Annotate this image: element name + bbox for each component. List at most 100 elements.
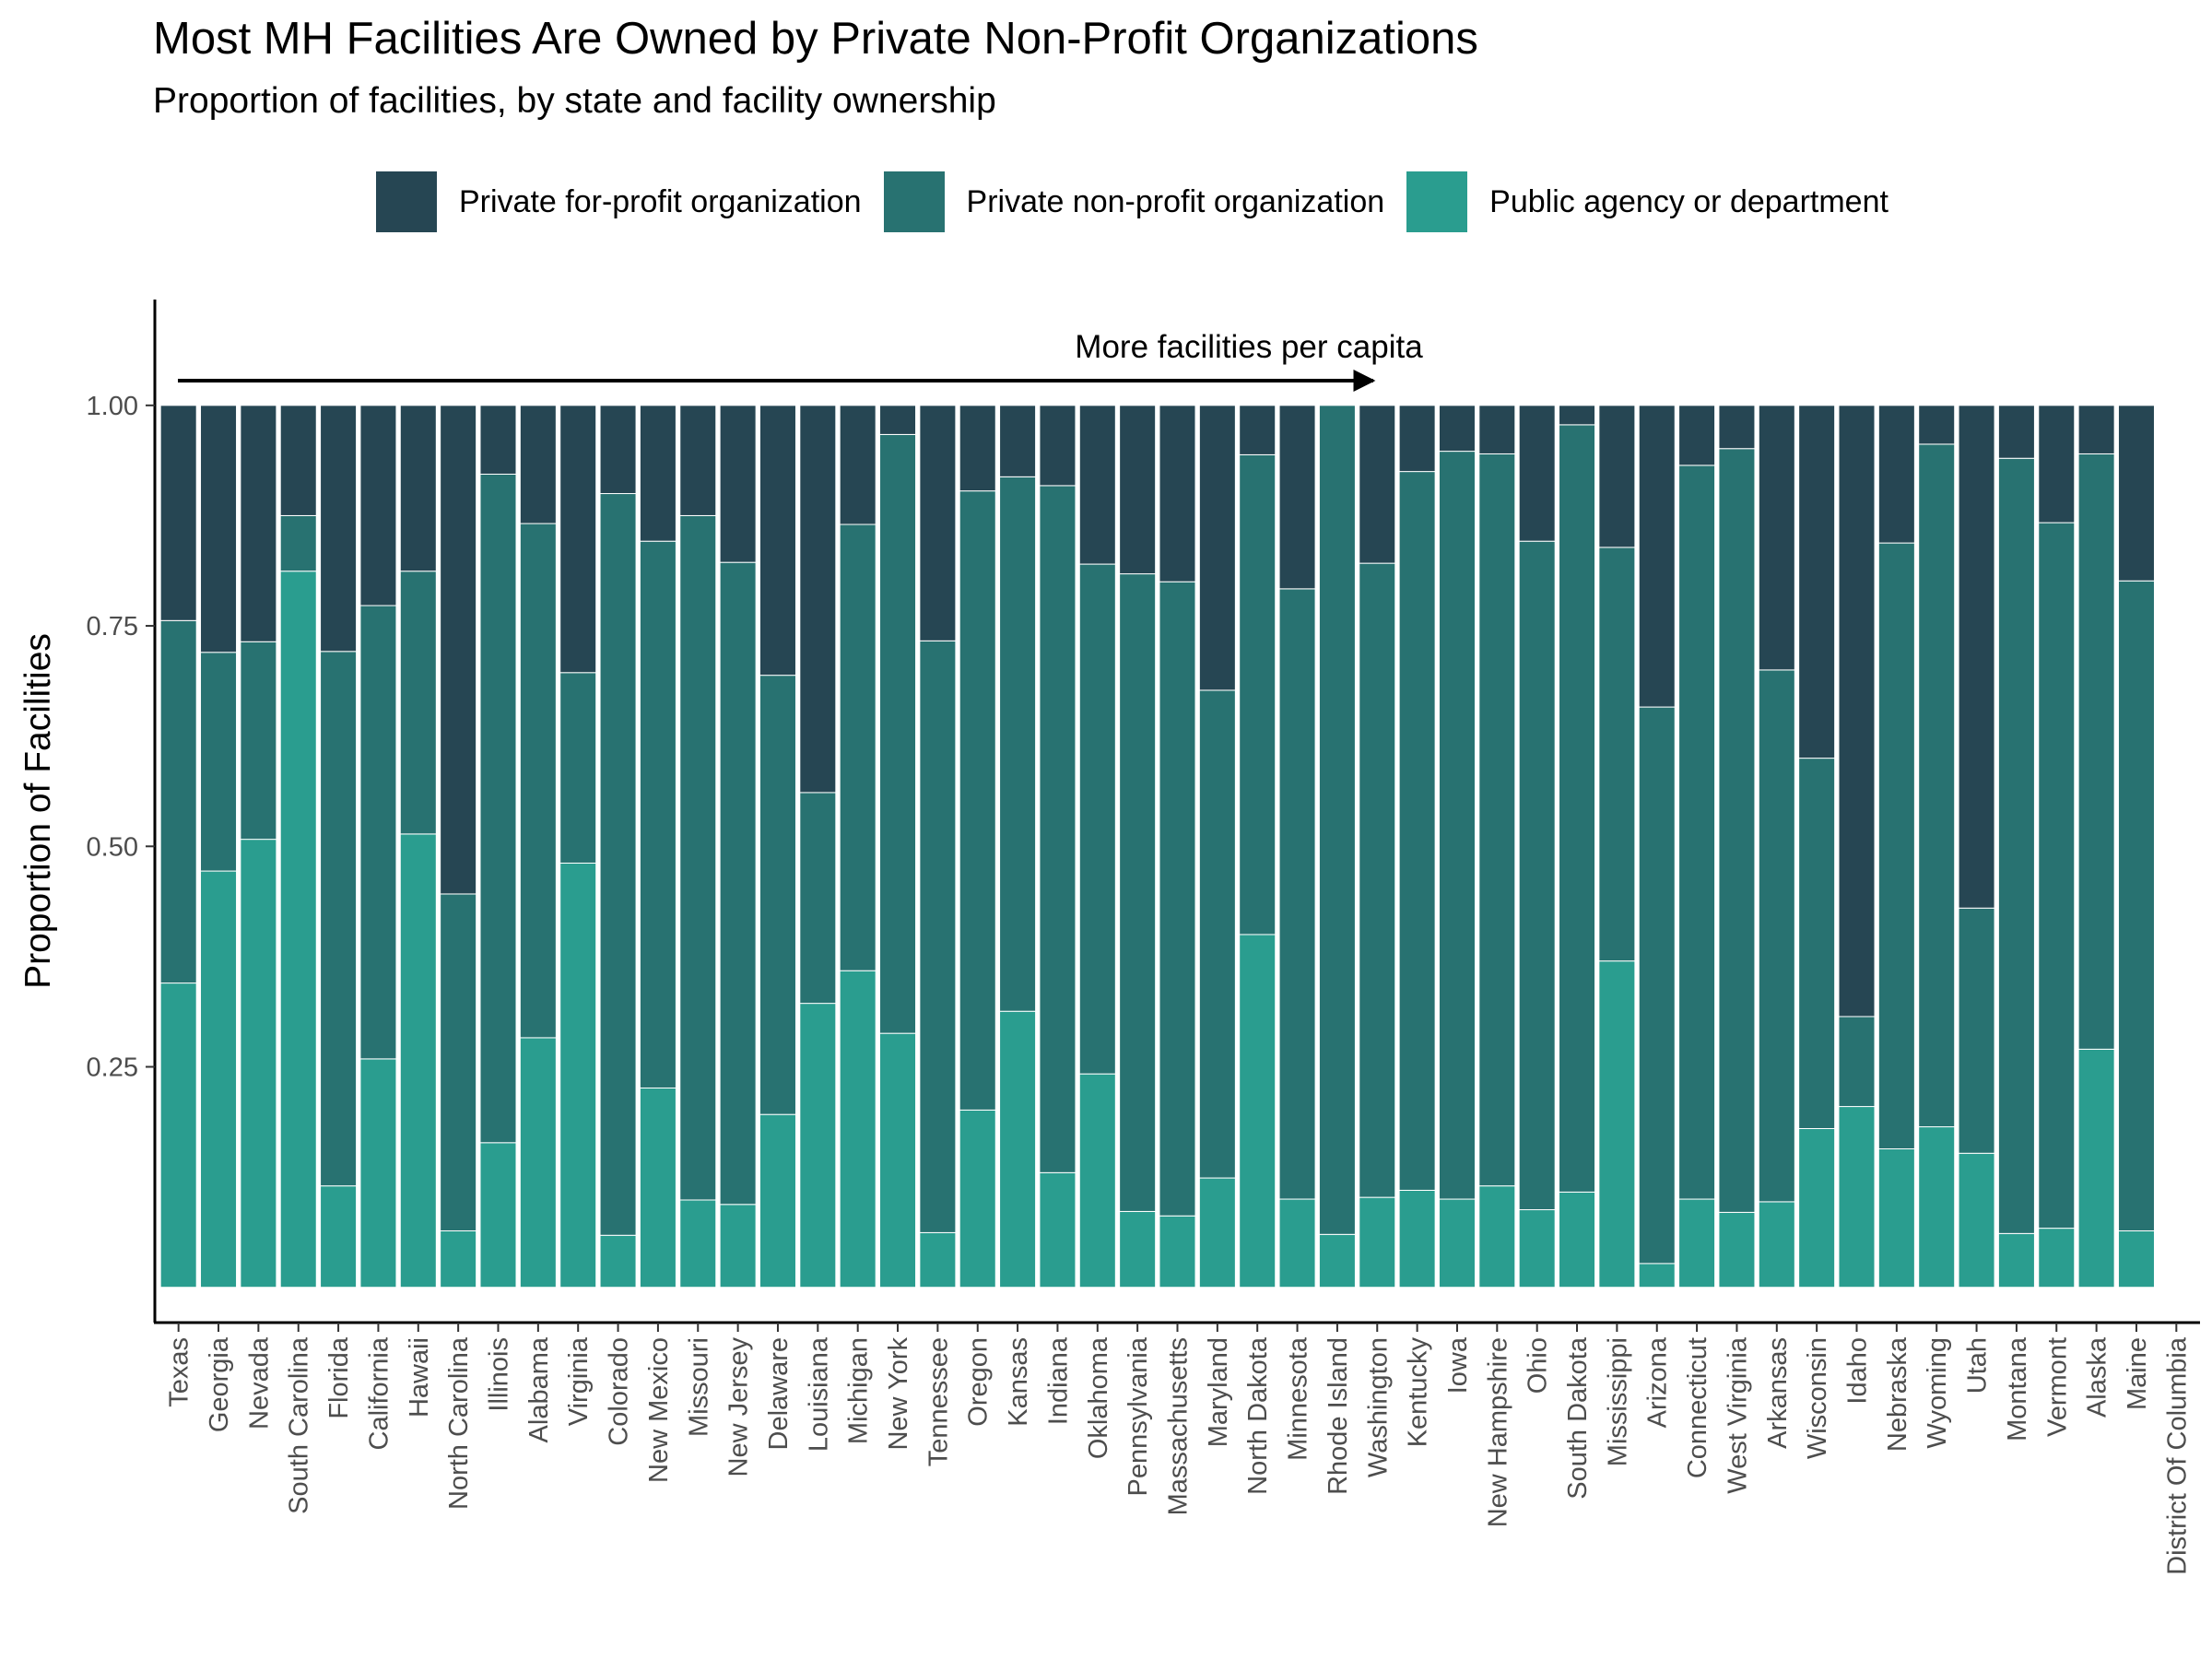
bar-segment-colorado-public-agency-or-department	[599, 1234, 637, 1288]
legend: Private for-profit organization Private …	[376, 171, 1911, 232]
bar-segment-washington-public-agency-or-department	[1359, 1196, 1396, 1288]
bar-segment-michigan-public-agency-or-department	[839, 970, 877, 1288]
bar-segment-indiana-private-for-profit-organization	[1039, 405, 1077, 487]
bar-segment-maine-public-agency-or-department	[2117, 1230, 2155, 1288]
bar-segment-arizona-private-for-profit-organization	[1638, 405, 1676, 708]
x-tick-label-oregon: Oregon	[964, 1337, 994, 1427]
bar-segment-minnesota-private-non-profit-organization	[1278, 588, 1316, 1200]
x-tick-label-connecticut: Connecticut	[1683, 1337, 1712, 1478]
bar-segment-north-dakota-private-non-profit-organization	[1239, 453, 1277, 935]
x-tick-label-indiana: Indiana	[1043, 1336, 1073, 1425]
bar-segment-vermont-private-for-profit-organization	[2038, 405, 2076, 524]
bar-segment-virginia-private-for-profit-organization	[559, 405, 597, 674]
bar-segment-south-dakota-public-agency-or-department	[1559, 1191, 1596, 1288]
bar-segment-colorado-private-for-profit-organization	[599, 405, 637, 495]
bar-segment-washington-private-non-profit-organization	[1359, 562, 1396, 1198]
bar-segment-alaska-private-for-profit-organization	[2077, 405, 2115, 454]
bar-segment-kansas-private-non-profit-organization	[999, 476, 1037, 1012]
bar-segment-idaho-private-for-profit-organization	[1838, 405, 1876, 1018]
bar-segment-delaware-public-agency-or-department	[759, 1113, 796, 1288]
x-tick-label-alaska: Alaska	[2083, 1336, 2112, 1418]
bar-segment-utah-private-non-profit-organization	[1958, 907, 1995, 1154]
bar-segment-ohio-public-agency-or-department	[1518, 1209, 1556, 1288]
bar-segment-delaware-private-for-profit-organization	[759, 405, 796, 677]
bar-segment-alabama-public-agency-or-department	[519, 1037, 557, 1288]
bar-segment-kentucky-public-agency-or-department	[1398, 1189, 1436, 1288]
bar-segment-mississippi-private-for-profit-organization	[1598, 405, 1636, 548]
bar-segment-kentucky-private-for-profit-organization	[1398, 405, 1436, 473]
bar-segment-mississippi-private-non-profit-organization	[1598, 547, 1636, 962]
bar-segment-indiana-private-non-profit-organization	[1039, 485, 1077, 1173]
bar-segment-florida-public-agency-or-department	[320, 1185, 358, 1288]
bar-segment-virginia-private-non-profit-organization	[559, 672, 597, 864]
x-tick-label-south-carolina: South Carolina	[285, 1336, 314, 1514]
y-tick-label: 0.25	[87, 1053, 138, 1083]
bar-segment-hawaii-private-non-profit-organization	[399, 571, 437, 835]
bar-segment-georgia-public-agency-or-department	[200, 870, 238, 1288]
x-tick-label-west-virginia: West Virginia	[1723, 1336, 1752, 1494]
bar-segment-ohio-private-non-profit-organization	[1518, 540, 1556, 1211]
y-tick-label: 0.50	[87, 832, 138, 862]
bar-segment-new-hampshire-private-for-profit-organization	[1478, 405, 1516, 454]
bar-segment-alaska-private-non-profit-organization	[2077, 453, 2115, 1050]
bar-segment-indiana-public-agency-or-department	[1039, 1171, 1077, 1288]
bar-segment-north-carolina-public-agency-or-department	[440, 1230, 477, 1288]
chart-subtitle: Proportion of facilities, by state and f…	[153, 81, 996, 121]
bar-segment-pennsylvania-public-agency-or-department	[1119, 1210, 1157, 1288]
bar-segment-texas-private-non-profit-organization	[159, 619, 197, 984]
x-tick-label-texas: Texas	[165, 1337, 194, 1407]
x-tick-label-new-mexico: New Mexico	[644, 1337, 674, 1483]
y-tick-label: 0.75	[87, 612, 138, 641]
bar-segment-hawaii-private-for-profit-organization	[399, 405, 437, 572]
bar-segment-south-carolina-private-non-profit-organization	[279, 514, 317, 572]
legend-item-public: Public agency or department	[1406, 171, 1888, 232]
bar-segment-alabama-private-non-profit-organization	[519, 523, 557, 1039]
bar-segment-new-mexico-public-agency-or-department	[639, 1087, 677, 1288]
bar-segment-new-hampshire-public-agency-or-department	[1478, 1185, 1516, 1288]
bar-segment-rhode-island-public-agency-or-department	[1318, 1233, 1356, 1288]
bar-segment-north-carolina-private-for-profit-organization	[440, 405, 477, 895]
x-tick-label-missouri: Missouri	[684, 1337, 713, 1437]
x-tick-label-oklahoma: Oklahoma	[1084, 1336, 1113, 1459]
x-tick-label-washington: Washington	[1363, 1337, 1393, 1477]
bar-segment-utah-private-for-profit-organization	[1958, 405, 1995, 909]
bar-segment-new-york-private-non-profit-organization	[879, 433, 917, 1034]
x-tick-label-north-carolina: North Carolina	[444, 1336, 474, 1510]
bar-segment-north-dakota-private-for-profit-organization	[1239, 405, 1277, 455]
x-tick-label-maine: Maine	[2123, 1337, 2152, 1410]
bar-segment-arkansas-public-agency-or-department	[1758, 1201, 1795, 1288]
bar-segment-south-dakota-private-for-profit-organization	[1559, 405, 1596, 426]
bar-segment-arkansas-private-non-profit-organization	[1758, 669, 1795, 1203]
x-tick-label-illinois: Illinois	[485, 1337, 514, 1412]
x-tick-label-nevada: Nevada	[244, 1336, 274, 1430]
x-tick-label-north-dakota: North Dakota	[1243, 1336, 1273, 1495]
bar-segment-montana-private-non-profit-organization	[1997, 457, 2035, 1234]
bar-segment-north-dakota-public-agency-or-department	[1239, 934, 1277, 1288]
bar-segment-hawaii-public-agency-or-department	[399, 833, 437, 1288]
bar-segment-wyoming-public-agency-or-department	[1918, 1126, 1956, 1288]
bar-segment-texas-public-agency-or-department	[159, 982, 197, 1288]
bar-segment-colorado-private-non-profit-organization	[599, 493, 637, 1236]
bar-segment-south-carolina-public-agency-or-department	[279, 571, 317, 1288]
x-tick-label-mississippi: Mississippi	[1603, 1337, 1632, 1466]
x-tick-label-tennessee: Tennessee	[924, 1337, 953, 1466]
bar-segment-massachusetts-private-for-profit-organization	[1159, 405, 1196, 582]
x-tick-label-new-hampshire: New Hampshire	[1483, 1337, 1512, 1527]
legend-label-public: Public agency or department	[1489, 183, 1888, 219]
bar-segment-pennsylvania-private-non-profit-organization	[1119, 573, 1157, 1212]
bar-segment-rhode-island-private-non-profit-organization	[1318, 405, 1356, 1235]
legend-swatch-non-profit	[883, 171, 945, 232]
x-tick-label-arizona: Arizona	[1643, 1336, 1673, 1428]
bar-segment-maine-private-non-profit-organization	[2117, 580, 2155, 1231]
bar-segment-maryland-private-for-profit-organization	[1198, 405, 1236, 691]
x-tick-label-ohio: Ohio	[1524, 1337, 1553, 1394]
bar-segment-new-hampshire-private-non-profit-organization	[1478, 453, 1516, 1187]
x-tick-label-michigan: Michigan	[844, 1337, 874, 1444]
bar-segment-missouri-public-agency-or-department	[679, 1199, 717, 1288]
bar-segment-ohio-private-for-profit-organization	[1518, 405, 1556, 542]
bar-segment-pennsylvania-private-for-profit-organization	[1119, 405, 1157, 575]
bar-segment-nebraska-private-for-profit-organization	[1877, 405, 1915, 544]
bar-segment-michigan-private-non-profit-organization	[839, 524, 877, 971]
x-tick-label-louisiana: Louisiana	[804, 1336, 833, 1452]
